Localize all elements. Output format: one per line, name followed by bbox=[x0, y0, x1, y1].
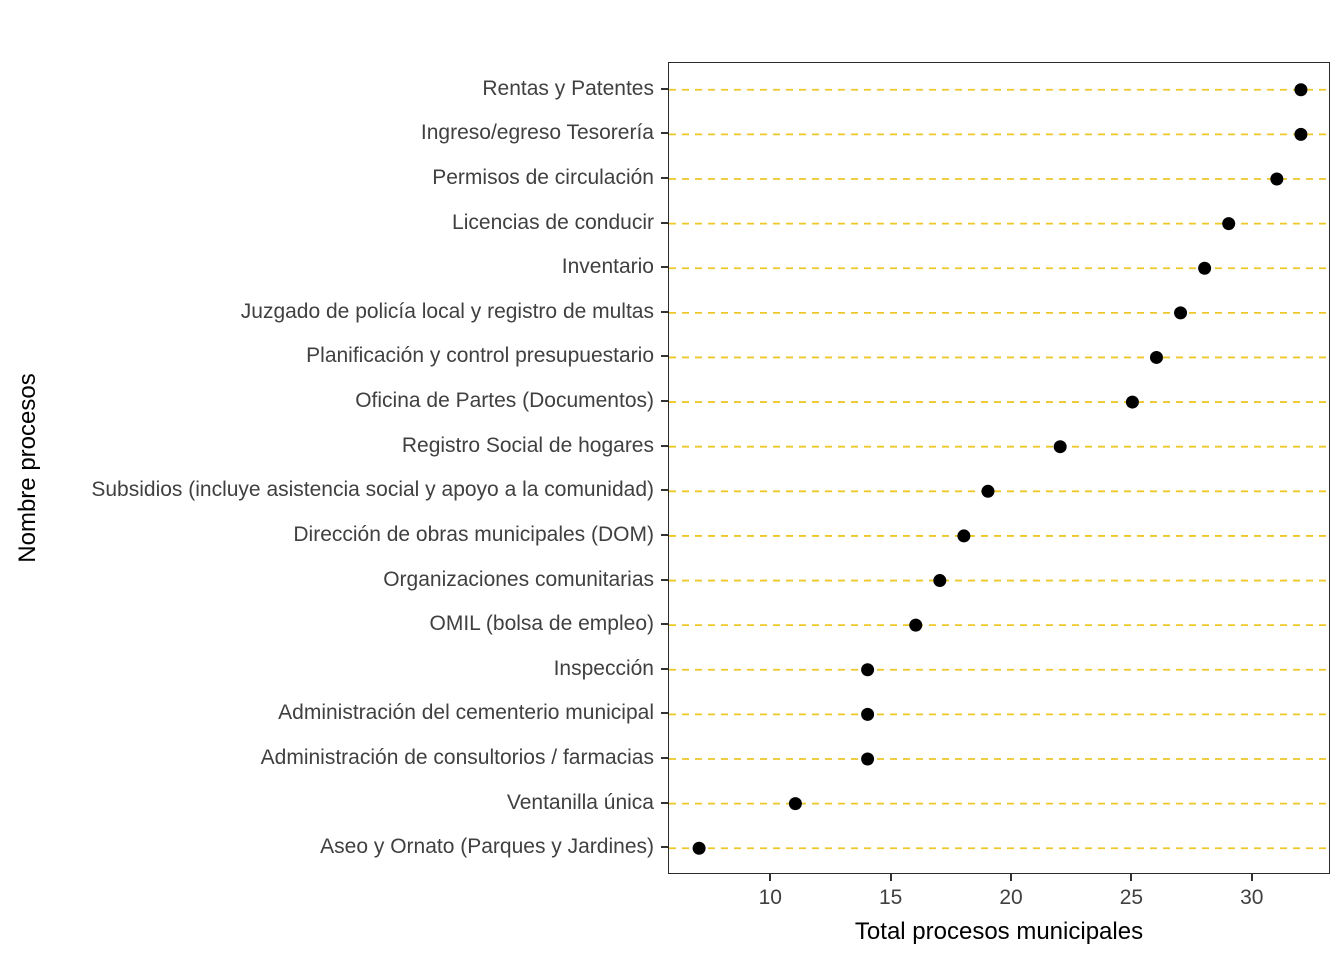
data-point bbox=[1294, 127, 1308, 141]
plot-canvas bbox=[669, 83, 1331, 855]
data-point bbox=[1294, 83, 1308, 97]
category-label: Dirección de obras municipales (DOM) bbox=[293, 522, 654, 546]
category-label: Administración del cementerio municipal bbox=[278, 701, 654, 725]
data-point bbox=[692, 841, 706, 855]
y-tick bbox=[661, 400, 668, 403]
data-point bbox=[981, 484, 995, 498]
y-tick bbox=[661, 489, 668, 492]
category-label: Planificación y control presupuestario bbox=[306, 344, 654, 368]
category-label: OMIL (bolsa de empleo) bbox=[429, 612, 655, 636]
y-tick bbox=[661, 444, 668, 447]
category-label: Inventario bbox=[561, 255, 654, 279]
y-tick bbox=[661, 132, 668, 135]
category-label: Rentas y Patentes bbox=[482, 76, 654, 100]
data-point bbox=[933, 574, 947, 588]
category-label: Juzgado de policía local y registro de m… bbox=[240, 299, 654, 323]
y-tick bbox=[661, 623, 668, 626]
category-label: Licencias de conducir bbox=[452, 210, 654, 234]
y-tick bbox=[661, 846, 668, 849]
x-tick-label: 25 bbox=[1119, 886, 1144, 909]
y-tick bbox=[661, 221, 668, 224]
category-label: Oficina de Partes (Documentos) bbox=[355, 389, 654, 413]
category-label: Permisos de circulación bbox=[432, 166, 654, 189]
y-tick bbox=[661, 87, 668, 90]
y-tick bbox=[661, 712, 668, 715]
x-tick bbox=[1130, 874, 1133, 881]
x-tick-label: 10 bbox=[758, 886, 782, 909]
data-point bbox=[861, 663, 875, 677]
x-tick bbox=[1010, 874, 1013, 881]
category-label: Ingreso/egreso Tesorería bbox=[420, 121, 654, 145]
y-tick bbox=[661, 801, 668, 804]
x-tick-label: 20 bbox=[999, 886, 1023, 909]
category-label: Administración de consultorios / farmaci… bbox=[260, 746, 654, 769]
category-label: Ventanilla única bbox=[506, 790, 654, 814]
x-tick-label: 30 bbox=[1240, 886, 1264, 909]
data-point bbox=[957, 529, 971, 543]
data-point bbox=[1053, 440, 1067, 454]
data-point bbox=[1149, 350, 1163, 364]
y-tick bbox=[661, 757, 668, 759]
y-tick bbox=[661, 578, 668, 581]
data-point bbox=[861, 707, 875, 721]
category-label: Aseo y Ornato (Parques y Jardines) bbox=[320, 835, 654, 859]
y-tick bbox=[661, 310, 668, 313]
data-point bbox=[1270, 172, 1284, 186]
x-tick-label: 15 bbox=[878, 886, 903, 909]
x-tick bbox=[1250, 874, 1253, 881]
category-label: Registro Social de hogares bbox=[401, 433, 654, 457]
data-point bbox=[1174, 306, 1188, 320]
category-label: Subsidios (incluye asistencia social y a… bbox=[91, 478, 654, 502]
y-tick bbox=[661, 355, 668, 358]
y-tick bbox=[661, 177, 668, 179]
data-point bbox=[861, 752, 875, 766]
data-point bbox=[909, 618, 923, 632]
x-axis-title: Total procesos municipales bbox=[854, 918, 1144, 945]
plot-panel bbox=[668, 62, 1331, 874]
y-tick bbox=[661, 533, 668, 536]
y-tick bbox=[661, 266, 668, 269]
data-point bbox=[1222, 217, 1236, 231]
data-point bbox=[1198, 261, 1212, 275]
x-tick bbox=[769, 874, 772, 881]
category-label: Inspección bbox=[553, 656, 654, 680]
data-point bbox=[788, 797, 802, 811]
y-tick bbox=[661, 667, 668, 670]
data-point bbox=[1125, 395, 1139, 409]
x-tick bbox=[889, 874, 892, 881]
category-label: Organizaciones comunitarias bbox=[383, 567, 654, 591]
